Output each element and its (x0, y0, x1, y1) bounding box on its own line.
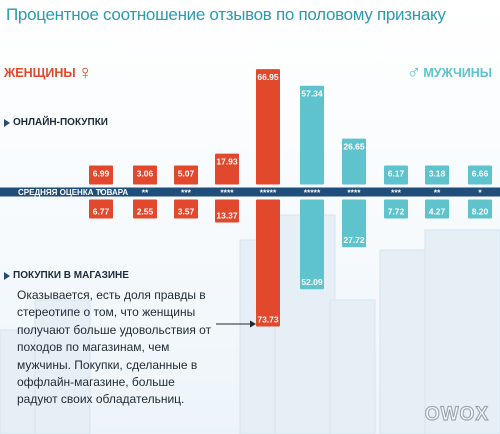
bar-online (215, 153, 239, 185)
axis-band (0, 187, 500, 197)
rating-tick-label: *** (391, 188, 402, 198)
annotation-text: Оказывается, есть доля правды в стереоти… (17, 288, 212, 407)
male-symbol-icon: ♂ (406, 62, 422, 84)
logo-letter: X (475, 403, 489, 425)
data-label-online: 3.06 (137, 169, 154, 179)
store-label-text: ПОКУПКИ В МАГАЗИНЕ (13, 270, 129, 281)
women-legend: ЖЕНЩИНЫ ♀ (4, 63, 93, 83)
men-legend: ♂ МУЖЧИНЫ (406, 63, 492, 83)
online-label-text: ОНЛАЙН-ПОКУПКИ (13, 117, 108, 128)
bar-store (468, 199, 492, 219)
data-label-online: 3.18 (429, 169, 446, 179)
logo-letter: O (424, 403, 440, 425)
rating-tick-label: * (99, 188, 103, 198)
data-label-store: 2.55 (137, 207, 154, 217)
data-label-store: 3.57 (178, 207, 195, 217)
bar-online (342, 138, 366, 185)
owox-logo: O W O X (424, 403, 489, 426)
data-label-store: 52.09 (301, 277, 323, 287)
rating-tick-label: * (478, 188, 482, 198)
bar-store (89, 199, 113, 219)
women-label: ЖЕНЩИНЫ (4, 66, 76, 80)
bar-online (133, 165, 157, 185)
store-section-label: ПОКУПКИ В МАГАЗИНЕ (4, 270, 129, 281)
bar-store (256, 199, 280, 327)
data-label-online: 26.65 (343, 142, 365, 152)
rating-tick-label: **** (220, 188, 234, 198)
bar-store (384, 199, 408, 219)
data-label-store: 27.72 (343, 235, 365, 245)
online-section-label: ОНЛАЙН-ПОКУПКИ (4, 117, 108, 128)
arrow-right-icon (4, 118, 10, 127)
data-label-store: 13.37 (216, 211, 238, 221)
logo-letter: W (440, 403, 459, 425)
bar-online (174, 165, 198, 185)
axis-label: СРЕДНЯЯ ОЦЕНКА ТОВАРА (18, 188, 128, 197)
data-label-online: 57.34 (301, 89, 323, 99)
chart-title: Процентное соотношение отзывов по полово… (6, 5, 446, 24)
data-label-online: 6.99 (93, 169, 110, 179)
arrow-right-icon (4, 271, 10, 280)
rating-tick-label: **** (347, 188, 361, 198)
bar-store (133, 199, 157, 219)
data-label-store: 6.77 (93, 207, 110, 217)
rating-tick-label: ***** (260, 188, 277, 198)
rating-tick-label: ** (142, 188, 149, 198)
bar-store (174, 199, 198, 219)
data-label-online: 6.17 (388, 169, 405, 179)
bar-online (384, 165, 408, 185)
logo-letter: O (459, 403, 475, 425)
data-label-online: 6.66 (472, 169, 489, 179)
data-label-online: 66.95 (257, 72, 279, 82)
data-label-store: 73.73 (257, 315, 279, 325)
bar-online (256, 69, 280, 185)
bar-store (425, 199, 449, 219)
bar-online (89, 165, 113, 185)
female-symbol-icon: ♀ (77, 62, 93, 84)
data-label-store: 7.72 (388, 207, 405, 217)
bar-online (300, 85, 324, 185)
bar-store (215, 199, 239, 223)
bar-online (468, 165, 492, 185)
data-label-store: 8.20 (472, 207, 489, 217)
data-label-online: 5.07 (178, 169, 195, 179)
bar-online (425, 165, 449, 185)
rating-tick-label: *** (181, 188, 192, 198)
bar-store (300, 199, 324, 290)
rating-tick-label: ** (434, 188, 441, 198)
bar-store (342, 199, 366, 248)
data-label-online: 17.93 (216, 157, 238, 167)
men-label: МУЖЧИНЫ (423, 66, 492, 80)
data-label-store: 4.27 (429, 207, 446, 217)
rating-tick-label: ***** (304, 188, 321, 198)
